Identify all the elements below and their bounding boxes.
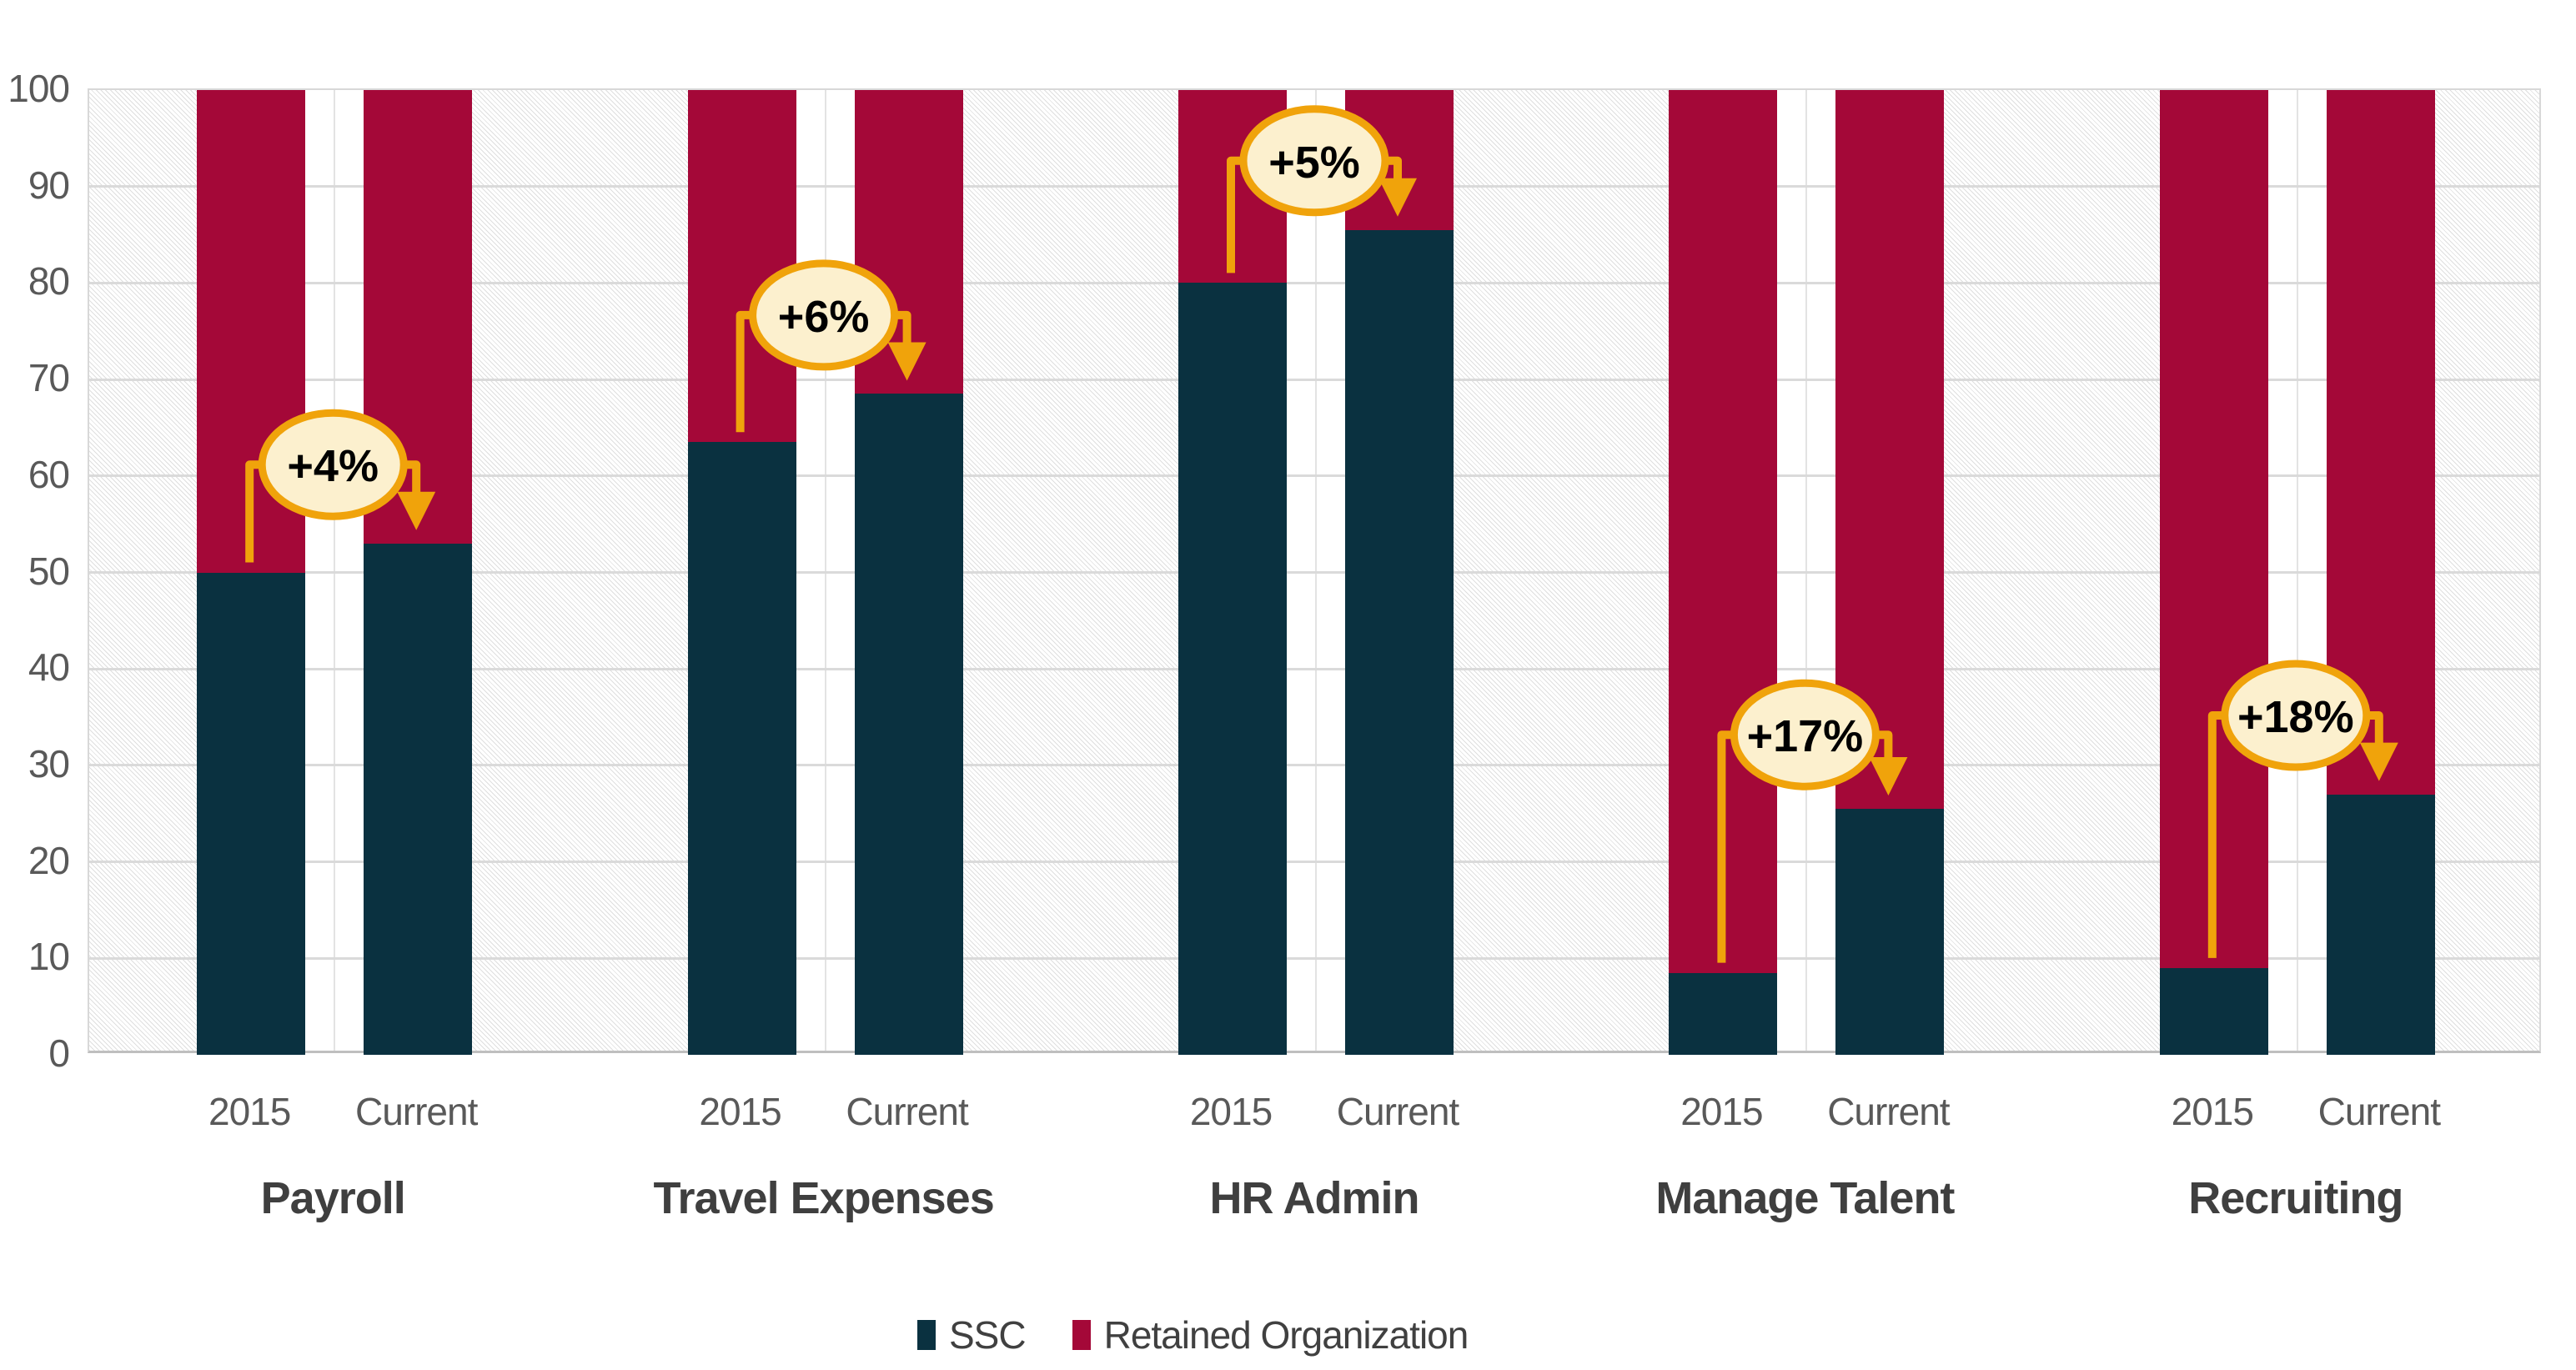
y-axis-label: 50 [28, 549, 70, 593]
legend-swatch-retained-organization [1072, 1320, 1091, 1350]
bar-ssc-segment [197, 572, 306, 1055]
y-axis-label: 0 [48, 1031, 70, 1075]
x-tick-label: Current [1336, 1090, 1459, 1133]
legend: SSC Retained Organization [917, 1312, 1469, 1357]
callout-arrowhead [887, 342, 926, 381]
x-tick-label: 2015 [2171, 1090, 2254, 1133]
y-axis-label: 30 [28, 741, 70, 785]
callout-label: +4% [287, 441, 379, 491]
horizontal-gridline [89, 667, 2539, 670]
callout-label: +17% [1747, 711, 1864, 761]
callout-bubble [1730, 679, 1880, 790]
category-label: Recruiting [2188, 1173, 2403, 1223]
legend-item-retained-organization: Retained Organization [1072, 1312, 1469, 1357]
callout-bracket [2207, 711, 2230, 958]
y-axis-label: 40 [28, 645, 70, 690]
vertical-gridline [1805, 90, 1808, 1051]
bar-ssc-segment [364, 543, 473, 1055]
callout-bubble [749, 259, 899, 371]
x-tick-label: 2015 [1189, 1090, 1273, 1133]
vertical-gridline [824, 90, 826, 1051]
legend-label: Retained Organization [1103, 1313, 1469, 1357]
bar-ssc-segment [2159, 967, 2268, 1055]
vertical-gridline [2296, 90, 2298, 1051]
horizontal-gridline [89, 764, 2539, 767]
x-tick-label: Current [846, 1090, 968, 1133]
y-axis-label: 90 [28, 163, 70, 207]
y-axis-label: 80 [28, 259, 70, 304]
horizontal-gridline [89, 571, 2539, 574]
y-axis-label: 100 [8, 67, 70, 110]
bar-ssc-segment [1178, 283, 1287, 1055]
callout-label: +6% [778, 292, 870, 342]
horizontal-gridline [89, 861, 2539, 864]
x-tick-label: 2015 [208, 1090, 291, 1133]
callout-arrowhead [1378, 178, 1417, 217]
callout-bubble [1239, 105, 1389, 217]
x-tick-label: 2015 [1680, 1090, 1763, 1133]
callout-arrowhead [1869, 756, 1908, 795]
bar-ssc-segment [2326, 794, 2435, 1055]
bar-ssc-segment [687, 442, 796, 1055]
x-tick-label: 2015 [699, 1090, 781, 1133]
y-axis-label: 10 [28, 935, 70, 979]
bar-ssc-segment [1669, 972, 1778, 1055]
bar-retained-segment [1835, 90, 1945, 809]
bar-ssc-segment [1345, 229, 1454, 1055]
callout-arrowhead [2359, 742, 2398, 781]
category-label: Payroll [260, 1173, 406, 1223]
callout-bubble [258, 409, 408, 520]
y-axis-label: 20 [28, 838, 70, 882]
category-label: HR Admin [1209, 1173, 1420, 1223]
category-label: Manage Talent [1655, 1173, 1955, 1223]
horizontal-gridline [89, 281, 2539, 284]
legend-item-ssc: SSC [917, 1312, 1027, 1357]
bar-ssc-segment [1835, 808, 1945, 1055]
y-axis-label: 60 [28, 452, 70, 496]
callout-label: +5% [1268, 138, 1360, 188]
bar-ssc-segment [854, 394, 963, 1055]
legend-swatch-ssc [917, 1320, 936, 1350]
vertical-gridline [1315, 90, 1317, 1051]
horizontal-gridline [89, 956, 2539, 960]
y-axis-label: 70 [28, 356, 70, 400]
category-label: Travel Expenses [653, 1173, 994, 1223]
x-tick-label: Current [1827, 1090, 1950, 1133]
vertical-gridline [334, 90, 336, 1051]
legend-label: SSC [949, 1313, 1027, 1357]
callout-bracket [1717, 730, 1740, 963]
plot-area [88, 88, 2541, 1055]
callout-label: +18% [2237, 692, 2354, 742]
horizontal-gridline [89, 378, 2539, 381]
callout-bubble [2221, 660, 2371, 771]
callout-arrowhead [397, 491, 436, 530]
x-tick-label: Current [354, 1090, 478, 1133]
x-tick-label: Current [2317, 1090, 2441, 1133]
horizontal-gridline [89, 474, 2539, 478]
